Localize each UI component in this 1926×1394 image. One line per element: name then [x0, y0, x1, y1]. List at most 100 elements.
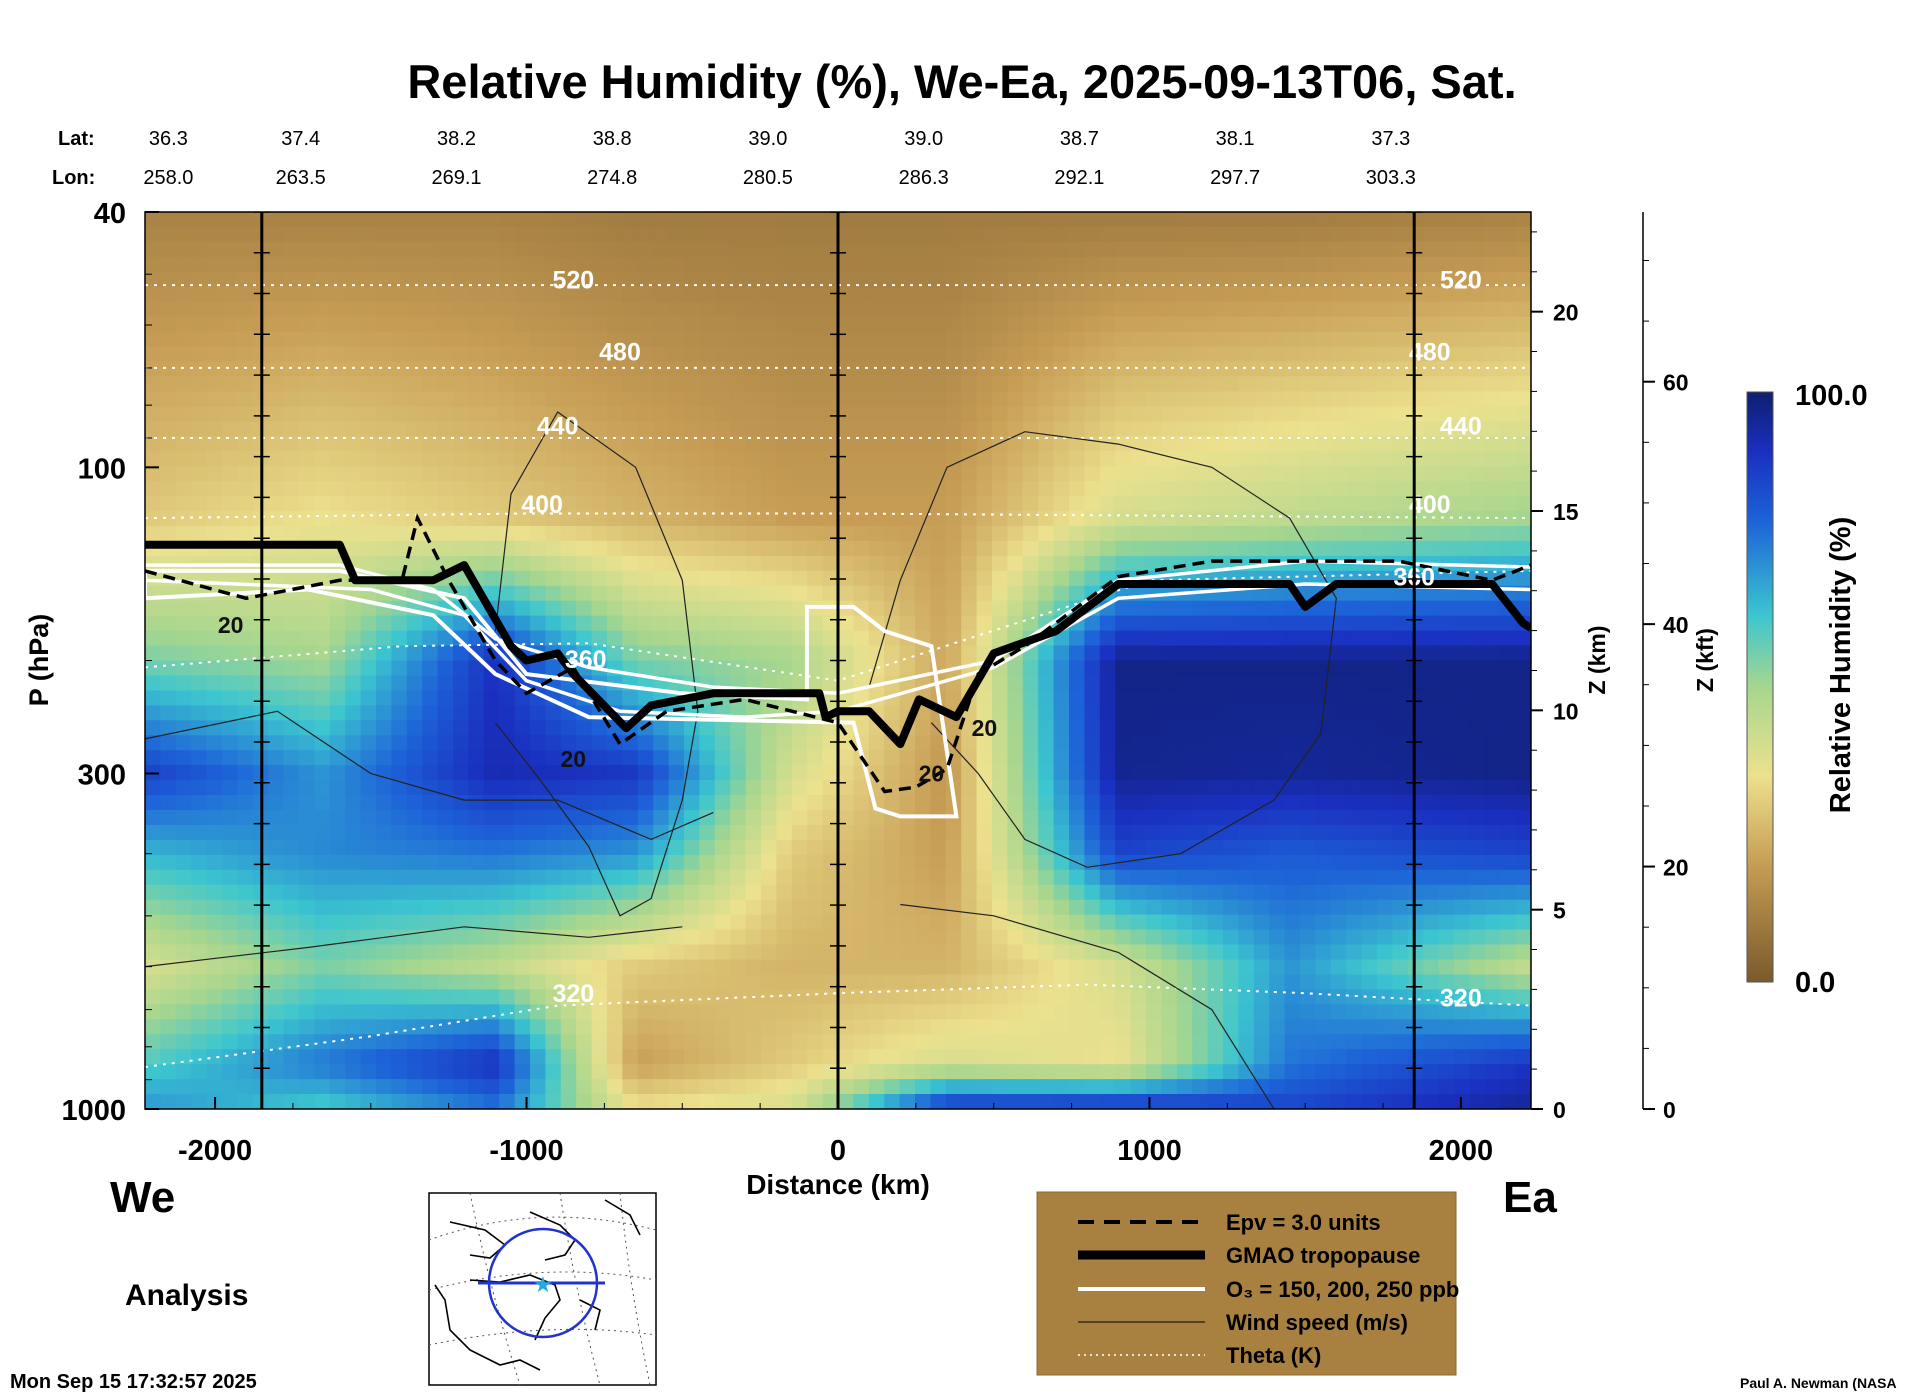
humidity-cell	[637, 989, 654, 1006]
humidity-cell	[745, 481, 762, 497]
humidity-cell	[268, 959, 285, 976]
humidity-cell	[1223, 511, 1240, 527]
humidity-cell	[653, 795, 670, 811]
humidity-cell	[699, 570, 716, 587]
humidity-cell	[1269, 765, 1286, 781]
humidity-cell	[468, 839, 485, 856]
humidity-cell	[145, 645, 162, 662]
humidity-cell	[622, 780, 639, 796]
humidity-cell	[314, 316, 331, 333]
humidity-cell	[545, 869, 562, 886]
lat-row-label: Lat:	[58, 128, 95, 150]
humidity-cell	[1361, 391, 1378, 408]
humidity-cell	[1253, 271, 1270, 288]
humidity-cell	[791, 720, 808, 737]
humidity-cell	[1361, 720, 1378, 737]
humidity-cell	[175, 316, 192, 333]
humidity-cell	[437, 1049, 454, 1065]
humidity-cell	[345, 780, 362, 796]
humidity-cell	[1346, 585, 1363, 602]
humidity-cell	[915, 316, 932, 333]
humidity-cell	[1346, 854, 1363, 871]
humidity-cell	[345, 301, 362, 318]
humidity-cell	[283, 406, 300, 423]
humidity-cell	[299, 825, 316, 841]
humidity-cell	[745, 750, 762, 766]
humidity-cell	[1253, 361, 1270, 378]
humidity-cell	[930, 899, 947, 916]
humidity-cell	[961, 750, 978, 766]
humidity-cell	[391, 825, 408, 841]
humidity-cell	[376, 451, 393, 467]
humidity-cell	[992, 481, 1009, 497]
humidity-cell	[576, 526, 593, 542]
humidity-cell	[499, 1079, 516, 1095]
humidity-cell	[1115, 1049, 1132, 1065]
humidity-cell	[1053, 974, 1070, 991]
humidity-cell	[206, 466, 223, 482]
humidity-cell	[915, 331, 932, 348]
humidity-cell	[222, 705, 239, 722]
humidity-cell	[406, 1094, 423, 1109]
humidity-cell	[591, 944, 608, 961]
humidity-cell	[607, 929, 624, 946]
humidity-cell	[345, 286, 362, 303]
humidity-cell	[175, 600, 192, 617]
humidity-cell	[776, 914, 793, 931]
humidity-cell	[1069, 989, 1086, 1006]
humidity-cell	[622, 854, 639, 871]
lon-value: 297.7	[1210, 167, 1260, 189]
humidity-cell	[530, 660, 547, 677]
humidity-cell	[776, 615, 793, 632]
humidity-cell	[1392, 645, 1409, 662]
humidity-cell	[976, 989, 993, 1006]
humidity-cell	[1176, 406, 1193, 423]
humidity-cell	[684, 1034, 701, 1051]
humidity-cell	[1207, 615, 1224, 632]
humidity-cell	[422, 660, 439, 677]
humidity-cell	[376, 660, 393, 677]
humidity-cell	[1300, 376, 1317, 393]
humidity-cell	[1130, 825, 1147, 841]
humidity-cell	[853, 1049, 870, 1065]
humidity-cell	[915, 391, 932, 408]
humidity-cell	[807, 854, 824, 871]
humidity-cell	[961, 854, 978, 871]
humidity-cell	[1007, 600, 1024, 617]
humidity-cell	[376, 780, 393, 796]
humidity-cell	[437, 735, 454, 752]
humidity-cell	[714, 301, 731, 318]
humidity-cell	[822, 854, 839, 871]
humidity-cell	[1146, 241, 1163, 258]
humidity-cell	[345, 600, 362, 617]
humidity-cell	[1146, 899, 1163, 916]
humidity-cell	[1253, 226, 1270, 243]
humidity-cell	[314, 869, 331, 886]
humidity-cell	[191, 615, 208, 632]
humidity-cell	[545, 376, 562, 393]
humidity-cell	[299, 331, 316, 348]
humidity-cell	[1315, 795, 1332, 811]
humidity-cell	[1223, 914, 1240, 931]
humidity-cell	[499, 959, 516, 976]
humidity-cell	[730, 540, 747, 557]
humidity-cell	[1176, 540, 1193, 557]
humidity-cell	[945, 256, 962, 273]
humidity-cell	[391, 376, 408, 393]
humidity-cell	[468, 540, 485, 557]
humidity-cell	[283, 1019, 300, 1036]
humidity-cell	[1377, 750, 1394, 766]
humidity-cell	[314, 825, 331, 841]
humidity-cell	[422, 1034, 439, 1051]
humidity-cell	[1099, 511, 1116, 527]
humidity-cell	[1377, 511, 1394, 527]
humidity-cell	[483, 1049, 500, 1065]
humidity-cell	[1146, 391, 1163, 408]
humidity-cell	[191, 421, 208, 437]
humidity-cell	[314, 466, 331, 482]
humidity-cell	[314, 241, 331, 258]
humidity-cell	[345, 974, 362, 991]
humidity-cell	[1053, 585, 1070, 602]
humidity-cell	[314, 750, 331, 766]
